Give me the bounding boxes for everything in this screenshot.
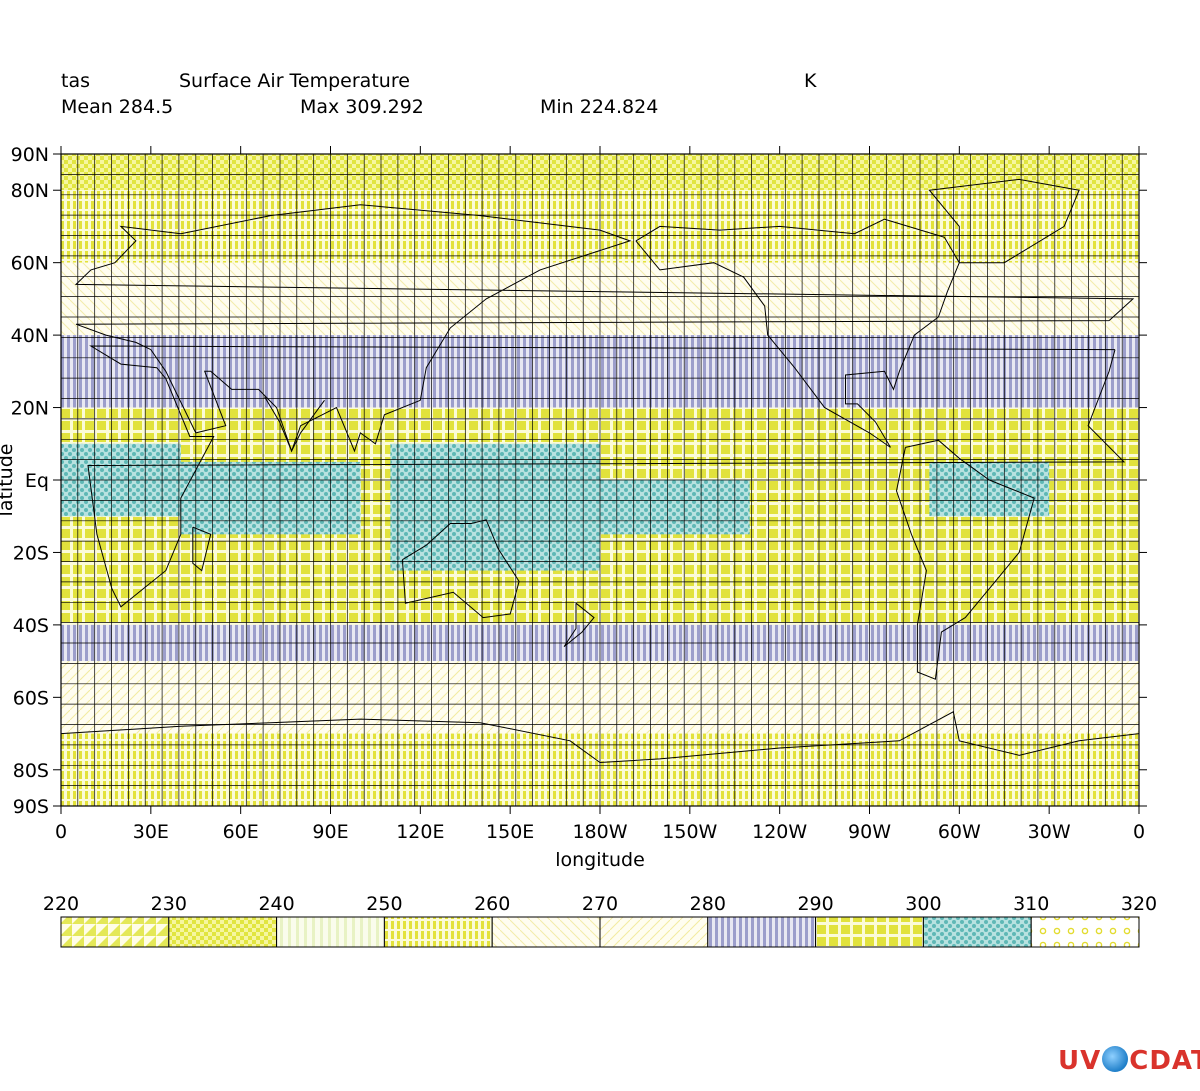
x-tick-label: 60E bbox=[223, 821, 259, 843]
y-tick-label: 90S bbox=[13, 796, 49, 818]
y-tick-label: 60N bbox=[11, 253, 49, 275]
legend-swatch-260 bbox=[491, 916, 601, 948]
min-label: Min 224.824 bbox=[540, 96, 659, 118]
warm-region-4 bbox=[929, 461, 1050, 517]
x-tick-label: 30E bbox=[133, 821, 169, 843]
greenland-coast bbox=[928, 178, 1080, 264]
y-tick-label: 40N bbox=[11, 325, 49, 347]
legend-level-label: 220 bbox=[43, 893, 79, 915]
legend-swatch-230 bbox=[168, 916, 278, 948]
legend-swatch-290 bbox=[815, 916, 924, 948]
x-tick-label: 0 bbox=[1133, 821, 1145, 843]
legend-swatch-250 bbox=[383, 916, 493, 948]
longitude-ticks: 0 30E 60E 90E 120E 150E 180W 150W 120W 90W 60W 30W 0 bbox=[55, 146, 1145, 843]
coastlines bbox=[60, 178, 1140, 764]
y-tick-label: 90N bbox=[11, 144, 49, 166]
legend-swatch-220 bbox=[60, 916, 170, 948]
x-tick-label: 60W bbox=[938, 821, 981, 843]
legend-level-label: 290 bbox=[797, 893, 833, 915]
eurasia-coast bbox=[74, 204, 1135, 453]
legend-level-label: 260 bbox=[474, 893, 510, 915]
x-tick-label: 120W bbox=[752, 821, 807, 843]
australia-coast bbox=[401, 519, 520, 619]
legend-level-label: 280 bbox=[690, 893, 726, 915]
x-tick-label: 150E bbox=[486, 821, 534, 843]
x-tick-label: 120E bbox=[396, 821, 444, 843]
legend-level-label: 250 bbox=[366, 893, 402, 915]
y-tick-label: 20N bbox=[11, 398, 49, 420]
north-america-coast bbox=[635, 218, 960, 448]
africa-coast bbox=[87, 345, 1126, 608]
mean-label: Mean 284.5 bbox=[61, 96, 174, 118]
globe-icon bbox=[1102, 1046, 1129, 1072]
legend-level-label: 300 bbox=[905, 893, 941, 915]
x-tick-label: 90W bbox=[848, 821, 891, 843]
x-tick-label: 150W bbox=[662, 821, 717, 843]
legend-level-label: 270 bbox=[582, 893, 618, 915]
legend-swatch-310 bbox=[1030, 916, 1140, 948]
india-coast bbox=[264, 396, 325, 453]
x-tick-label: 180W bbox=[572, 821, 627, 843]
legend-level-label: 240 bbox=[258, 893, 294, 915]
variable-long-name: Surface Air Temperature bbox=[179, 70, 410, 92]
legend-swatch-300 bbox=[922, 916, 1032, 948]
legend-swatch-280 bbox=[707, 916, 817, 948]
y-tick-label: 60S bbox=[13, 687, 49, 709]
colorbar-legend: 220 230 240 250 260 270 280 290 300 310 320 bbox=[43, 893, 1157, 948]
units-label: K bbox=[804, 70, 817, 92]
y-tick-label: Eq bbox=[25, 470, 49, 492]
legend-level-label: 230 bbox=[151, 893, 187, 915]
south-america-coast bbox=[895, 439, 1035, 680]
x-tick-label: 30W bbox=[1028, 821, 1071, 843]
legend-swatch-240 bbox=[276, 916, 385, 948]
x-axis-label: longitude bbox=[555, 849, 645, 871]
antarctica-coast bbox=[60, 711, 1140, 764]
uvcdat-logo: UVCDAT bbox=[1058, 1046, 1200, 1076]
y-axis-label: latitude bbox=[0, 444, 17, 517]
legend-level-label: 310 bbox=[1013, 893, 1049, 915]
y-tick-label: 80N bbox=[11, 180, 49, 202]
y-tick-label: 20S bbox=[13, 542, 49, 564]
warm-region-2 bbox=[390, 443, 600, 571]
warm-region-3 bbox=[600, 480, 750, 535]
max-label: Max 309.292 bbox=[300, 96, 424, 118]
x-tick-label: 0 bbox=[55, 821, 67, 843]
latitude-ticks: 90N 80N 60N 40N 20N Eq 20S 40S 60S 80S 90S bbox=[11, 144, 1147, 818]
variable-name: tas bbox=[61, 70, 90, 92]
madagascar-coast bbox=[192, 526, 212, 572]
x-tick-label: 90E bbox=[312, 821, 348, 843]
y-tick-label: 80S bbox=[13, 760, 49, 782]
legend-level-label: 320 bbox=[1121, 893, 1157, 915]
legend-swatch-270 bbox=[599, 916, 709, 948]
y-tick-label: 40S bbox=[13, 615, 49, 637]
new-zealand-coast bbox=[563, 602, 595, 647]
warm-region-1 bbox=[180, 461, 361, 535]
